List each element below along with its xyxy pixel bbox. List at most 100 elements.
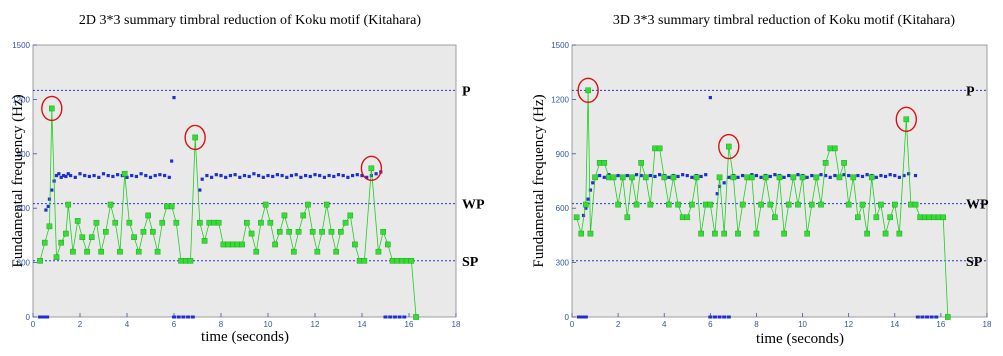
data-point [893,173,897,178]
reference-label-wp: WP [966,198,989,213]
data-point [229,241,236,248]
data-point [804,230,810,237]
data-point [93,219,100,226]
data-point [625,173,629,178]
data-point [584,206,588,210]
data-point [610,174,617,181]
x-tick-label: 18 [452,320,461,329]
data-point [824,173,828,178]
data-point [126,219,133,226]
data-point [164,203,170,210]
data-point [145,212,151,219]
data-point [53,254,60,260]
data-point [708,95,712,100]
highlight-circle [41,95,63,122]
data-point [583,315,588,319]
data-point [69,173,73,178]
data-point [70,248,76,255]
data-point [828,175,832,179]
y-tick-label: 0 [565,313,570,322]
highlight-circle [184,124,206,151]
data-point [130,173,134,178]
data-point [722,315,727,319]
data-point [98,248,104,255]
data-point [929,315,934,319]
data-point [49,105,55,112]
data-point [781,230,787,237]
data-point [698,230,704,237]
data-point [716,174,723,181]
data-point [841,160,847,166]
data-point [579,315,584,319]
data-point [887,214,893,221]
reference-label-p: P [966,84,975,99]
data-point [585,87,591,94]
data-point [717,184,722,189]
data-point [897,175,901,179]
y-tick-label: 600 [17,204,31,213]
data-point [150,228,156,235]
data-point [588,188,593,192]
data-point [74,218,81,224]
data-point [767,201,774,208]
data-point [58,239,64,246]
chart-1: 2D 3*3 summary timbral reduction of Koku… [10,13,485,345]
data-point [712,230,718,237]
data-point [84,248,90,255]
data-point [242,173,247,178]
data-point [790,174,797,181]
data-point [190,315,195,319]
data-point [591,181,595,185]
data-point [735,230,741,237]
y-tick-label: 1500 [12,41,30,50]
y-tick-label: 900 [556,150,570,159]
data-point [715,192,719,196]
data-point [257,173,261,178]
data-point [338,228,344,235]
highlight-circle [895,106,918,133]
data-point [238,175,242,179]
data-point [328,228,335,235]
data-point [206,219,213,226]
data-point [153,173,157,178]
data-point [874,175,878,179]
data-point [201,238,208,244]
data-point [883,174,888,179]
data-point [902,173,906,178]
data-point [891,201,898,208]
data-point [578,230,585,237]
data-point [573,214,580,221]
data-point [730,174,737,181]
data-point [945,314,951,320]
data-point [347,212,354,219]
data-point [903,116,910,123]
data-point [336,173,341,177]
data-point [624,214,631,221]
data-point [602,175,606,179]
data-point [782,175,786,179]
data-point [289,173,294,178]
data-point [392,315,397,319]
data-point [50,188,54,192]
data-point [106,173,110,178]
data-point [111,174,115,179]
data-point [163,173,167,178]
data-point [262,201,269,208]
data-point [639,173,643,178]
data-point [42,315,47,319]
data-point [172,95,176,100]
data-point [667,175,671,179]
data-point [413,314,419,320]
data-point [656,145,663,152]
data-point [749,174,755,181]
data-point [154,248,161,255]
x-axis-label: time (seconds) [201,329,289,345]
data-point [399,257,405,264]
data-point [598,173,602,178]
data-point [319,228,325,235]
data-point [63,230,69,237]
data-point [187,257,194,264]
data-point [925,315,930,319]
data-point [173,219,180,226]
